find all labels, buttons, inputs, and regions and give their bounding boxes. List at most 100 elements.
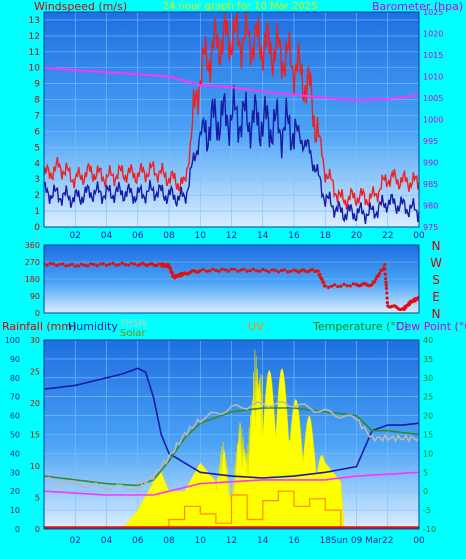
x-tick-label: 02 (70, 231, 81, 241)
temperature-tick-label: 15 (423, 431, 433, 440)
barometer-tick-label: 1005 (423, 94, 443, 103)
barometer-tick-label: 975 (423, 223, 438, 232)
rainfall-tick-label: 15 (30, 431, 40, 440)
x-tick-label: 18 (320, 231, 332, 241)
windspeed-tick-label: 7 (34, 112, 40, 122)
wind-direction-point (83, 263, 87, 267)
temperature-tick-label: 20 (423, 412, 433, 421)
barometer-tick-label: 995 (423, 137, 438, 146)
wind-direction-point (261, 267, 265, 272)
x-tick-label: 02 (70, 536, 81, 546)
wind-direction-point (226, 269, 230, 273)
wind-direction-point (270, 268, 274, 272)
wind-direction-point (351, 282, 355, 286)
windspeed-tick-label: 3 (34, 175, 40, 185)
wind-direction-point (267, 270, 271, 274)
solar-label: Solar (120, 328, 146, 339)
wind-direction-point (306, 270, 310, 274)
wind-direction-point (204, 269, 209, 273)
wind-direction-point (61, 262, 65, 266)
wind-direction-point (416, 296, 419, 300)
wind-direction-point (273, 268, 277, 272)
humidity-tick-label: 40 (10, 449, 20, 458)
wind-direction-point (374, 277, 378, 281)
wind-direction-point (254, 269, 259, 273)
wind-direction-point (258, 269, 262, 273)
compass-label: E (432, 290, 440, 304)
wind-direction-point (385, 296, 389, 300)
wind-direction-point (140, 261, 144, 265)
wind-direction-point (384, 280, 388, 284)
wind-direction-point (48, 261, 52, 265)
x-tick-label: 04 (101, 231, 113, 241)
windspeed-tick-label: 5 (34, 143, 40, 153)
wind-direction-point (58, 262, 62, 266)
wind-direction-point (133, 262, 137, 266)
wind-direction-point (264, 268, 268, 273)
barometer-tick-label: 1020 (423, 30, 443, 39)
wind-direction-point (101, 262, 105, 266)
wind-direction-point (217, 269, 221, 273)
wind-direction-point (383, 267, 387, 271)
windspeed-tick-label: 12 (29, 32, 40, 42)
wind-direction-point (211, 267, 215, 271)
x-tick-label: 18 (320, 536, 332, 546)
wind-direction-point (64, 264, 68, 268)
barometer-tick-label: 1025 (423, 8, 443, 17)
wind-direction-point (348, 284, 352, 288)
x-tick-label: 06 (132, 231, 144, 241)
wind-direction-point (342, 282, 346, 286)
wind-direction-point (316, 269, 320, 273)
wind-direction-point (251, 267, 255, 271)
x-tick-label: 08 (163, 231, 175, 241)
wind-direction-point (245, 269, 249, 273)
wind-direction-point (198, 269, 202, 273)
compass-label: W (430, 256, 442, 270)
x-tick-label: 08 (163, 536, 175, 546)
temperature-line (44, 407, 419, 487)
wind-direction-point (301, 268, 305, 272)
humidity-tick-label: 30 (10, 468, 20, 477)
wind-direction-point (313, 269, 317, 273)
wind-direction-point (123, 263, 127, 267)
x-tick-label: 16 (288, 536, 300, 546)
x-tick-label: 12 (226, 231, 237, 241)
wind-direction-point (51, 262, 56, 266)
compass-label: N (432, 307, 441, 321)
wind-direction-point (70, 262, 74, 266)
wind-direction-point (154, 264, 159, 268)
wind-direction-point (304, 269, 308, 273)
x-tick-label: 20 (351, 231, 363, 241)
windspeed-tick-label: 13 (29, 16, 40, 26)
wind-direction-point (208, 269, 212, 273)
x-tick-label: 16 (288, 231, 300, 241)
wind-direction-point (333, 283, 337, 287)
wind-direction-point (283, 268, 287, 272)
windspeed-tick-label: 11 (29, 48, 40, 58)
wind-direction-point (242, 267, 246, 271)
wind-direction-point (294, 269, 298, 273)
wind-direction-point (329, 284, 334, 288)
wind-direction-point (79, 262, 84, 266)
wind-direction-point (45, 263, 49, 267)
wind-direction-point (376, 274, 380, 278)
x-tick-label: 22 (382, 231, 393, 241)
humidity-tick-label: 90 (10, 355, 20, 364)
wind-direction-point (111, 261, 115, 265)
bottom-series-group (44, 349, 419, 529)
temperature-tick-label: 10 (423, 449, 433, 458)
temperature-tick-label: 35 (423, 355, 433, 364)
windspeed-tick-label: 8 (34, 96, 40, 106)
rainfall-axis-label: Rainfall (mm) (2, 320, 76, 333)
wind-direction-point (289, 269, 293, 273)
x-tick-label: 00 (413, 536, 425, 546)
humidity-tick-label: 0 (15, 525, 20, 534)
barometer-axis-label: Barometer (hpa) (372, 0, 463, 13)
direction-tick-label: 0 (35, 309, 40, 318)
x-tick-label: 04 (101, 536, 113, 546)
compass-label: N (432, 239, 441, 253)
x-tick-label: Sun 09 Mar (331, 536, 383, 546)
barometer-tick-label: 1000 (423, 116, 443, 125)
